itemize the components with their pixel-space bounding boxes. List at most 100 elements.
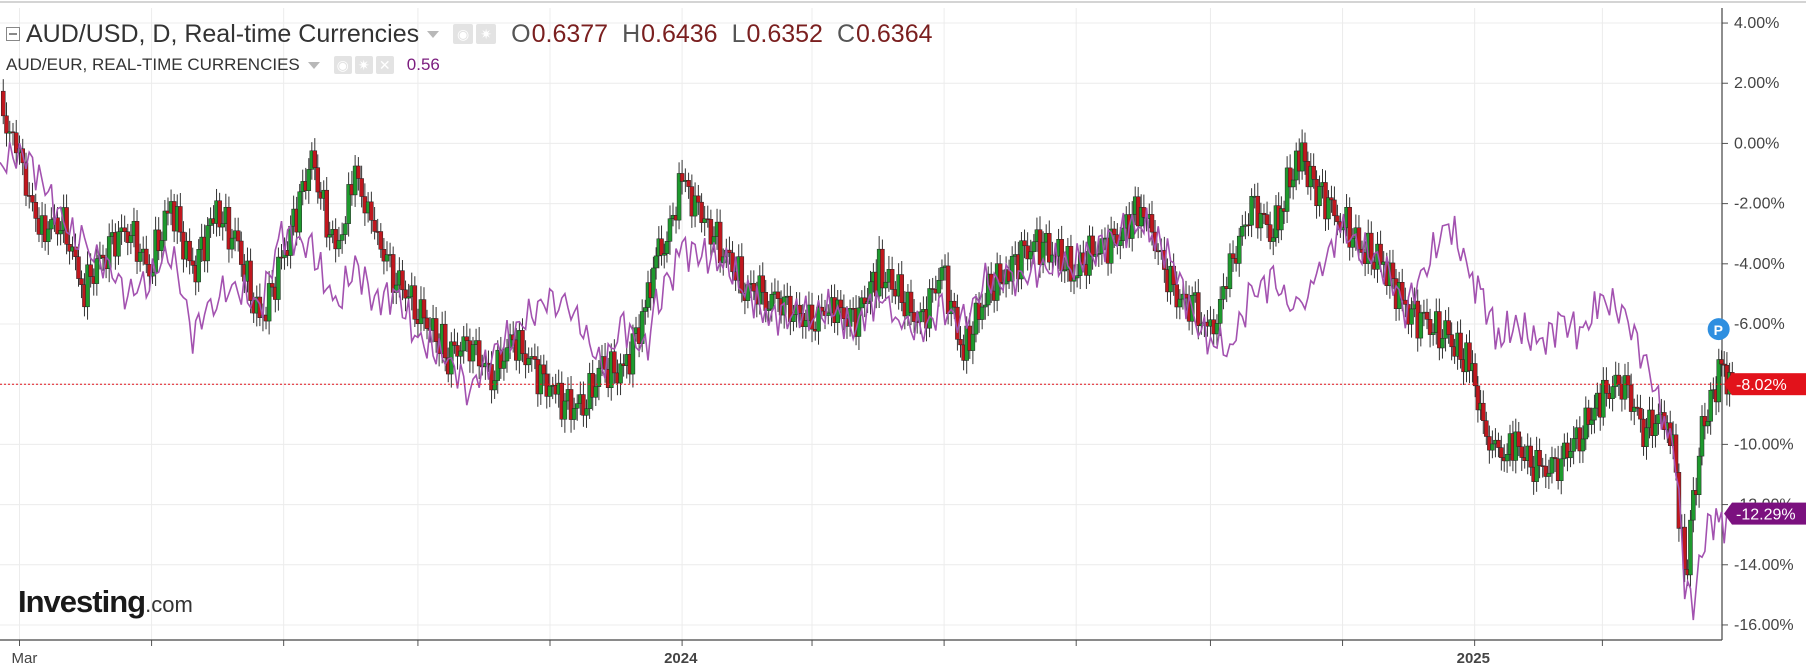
candle-body [1162,250,1167,270]
candle-body [1329,197,1334,201]
y-tick-label: 4.00% [1734,15,1779,32]
candle-body [997,263,1003,283]
candle-body [1350,237,1356,248]
candle-body [739,256,745,294]
candle-body [520,330,525,354]
candle-body [1586,407,1591,425]
candle-body [948,300,954,315]
candle-body [42,215,48,243]
candle-body [1552,457,1558,460]
candle-body [1601,379,1606,418]
candle-body [1708,389,1713,422]
candle-body [1177,298,1183,308]
candle-body [458,350,463,357]
candle-body [593,386,599,398]
ohlc-value: 0.6436 [641,19,718,48]
candle-body [532,356,538,360]
candle-body [1628,384,1634,412]
candle-body [315,167,321,193]
gear-icon[interactable]: ✷ [476,24,497,44]
candle-body [229,237,235,250]
candle-body [791,314,796,322]
candle-body [1499,447,1504,458]
candle-body [1424,311,1430,320]
candle-body [1688,519,1693,576]
candle-body [1546,472,1552,477]
candle-body [889,269,895,290]
candle-body [372,220,377,232]
candle-body [384,254,390,262]
candle-body [1610,386,1615,399]
y-tick-label: -2.00% [1734,196,1785,213]
candle-body [1580,438,1586,452]
main-series-title[interactable]: AUD/USD, D, Real-time Currencies [26,19,420,48]
candle-body [699,201,704,223]
candle-body [1467,342,1472,372]
candle-body [574,403,580,409]
compare-series-title[interactable]: AUD/EUR, REAL-TIME CURRENCIES [6,55,300,74]
candle-body [79,278,84,285]
candle-body [470,344,476,362]
candle-body [1090,235,1095,257]
candle-body [958,339,963,346]
price-flag-icon[interactable] [1707,318,1730,341]
collapse-legend-icon[interactable] [6,27,20,41]
compare-series-dropdown-icon[interactable] [307,61,320,69]
ohlc-value: 0.6352 [746,19,823,48]
candle-body [1616,374,1622,385]
candle-body [406,296,411,299]
candle-body [618,363,623,384]
candle-body [568,389,574,420]
candle-body [94,258,100,284]
candle-body [1625,375,1631,386]
close-icon[interactable]: ✕ [375,56,394,74]
y-tick-label: -16.00% [1734,617,1794,634]
eye-icon[interactable]: ◉ [453,24,474,44]
candle-body [880,248,885,289]
candle-body [1287,167,1293,188]
candle-body [1458,332,1463,360]
candle-body [134,221,140,262]
candle-body [492,380,497,391]
candle-body [1549,457,1555,474]
candle-body [356,165,361,179]
candle-body [1311,165,1316,180]
candle-body [1214,323,1220,335]
candle-body [1705,421,1711,427]
gear-icon[interactable]: ✷ [354,56,373,74]
eye-icon[interactable]: ◉ [333,56,352,74]
candle-body [727,249,732,254]
candle-body [452,341,457,346]
candle-body [205,225,210,262]
candle-body [85,264,90,308]
compare-series-value: 0.56 [406,55,440,74]
candle-body [571,408,577,420]
candle-body [664,241,670,254]
ohlc-value: 0.6364 [856,19,933,48]
candle-body [596,367,602,387]
ohlc-key: L [731,19,746,48]
candle-body [1604,379,1609,394]
candle-body [1047,233,1052,263]
candle-body [1112,228,1117,236]
candle-body [369,201,374,221]
candle-body [927,288,932,329]
main-series-dropdown-icon[interactable] [427,30,440,38]
candle-body [1028,251,1033,260]
candle-body [1487,436,1492,451]
candle-body [1437,311,1442,349]
candle-body [378,231,384,250]
candle-body [327,234,332,238]
candle-body [1481,402,1486,421]
candle-body [339,234,345,241]
candle-body [1074,275,1080,279]
compare-last-value-badge-bg [1732,502,1806,525]
candle-body [1290,179,1296,188]
candle-body [190,260,195,266]
candle-body [676,173,682,221]
candle-body [1644,427,1649,447]
candle-body [1558,458,1564,481]
candle-body [433,318,439,342]
